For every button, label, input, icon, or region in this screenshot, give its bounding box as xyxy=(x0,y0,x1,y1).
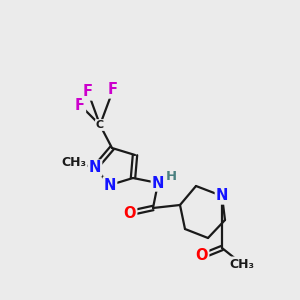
Text: N: N xyxy=(216,188,228,203)
Text: CH₃: CH₃ xyxy=(61,155,86,169)
Text: F: F xyxy=(75,98,85,112)
Text: N: N xyxy=(89,160,101,175)
Text: N: N xyxy=(152,176,164,190)
Text: H: H xyxy=(165,170,177,184)
Text: O: O xyxy=(196,248,208,263)
Text: O: O xyxy=(124,206,136,220)
Text: F: F xyxy=(83,85,93,100)
Text: N: N xyxy=(104,178,116,193)
Text: CH₃: CH₃ xyxy=(230,257,254,271)
Text: F: F xyxy=(108,82,118,98)
Text: C: C xyxy=(96,120,104,130)
